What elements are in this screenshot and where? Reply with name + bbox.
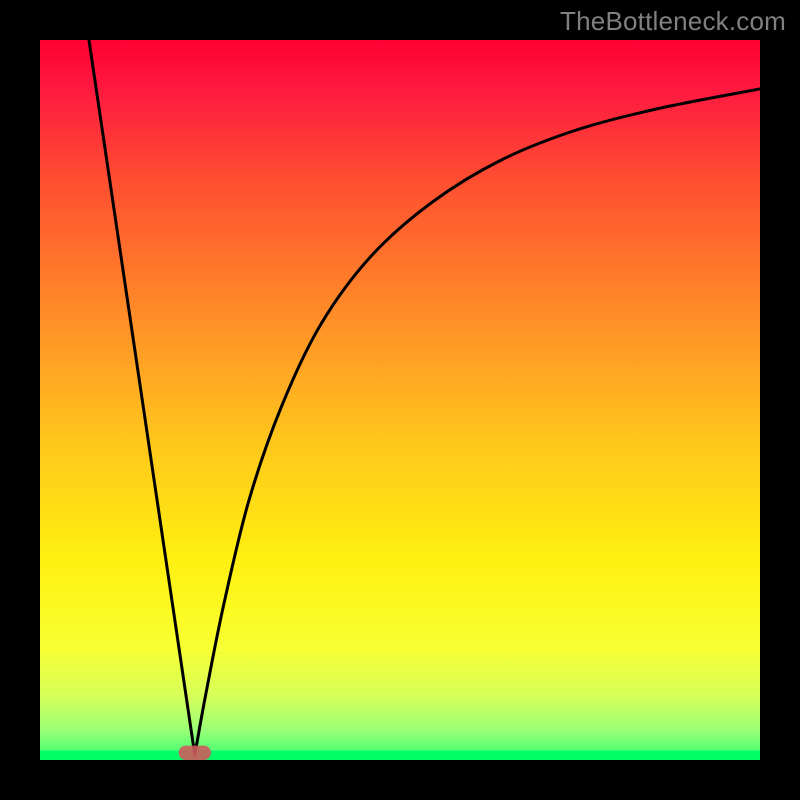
gradient-background — [40, 40, 760, 760]
minimum-marker — [179, 746, 211, 760]
plot-area — [40, 40, 760, 760]
baseline-band — [40, 751, 760, 760]
watermark-label: TheBottleneck.com — [560, 6, 786, 37]
bottleneck-chart — [0, 0, 800, 800]
chart-container: TheBottleneck.com — [0, 0, 800, 800]
